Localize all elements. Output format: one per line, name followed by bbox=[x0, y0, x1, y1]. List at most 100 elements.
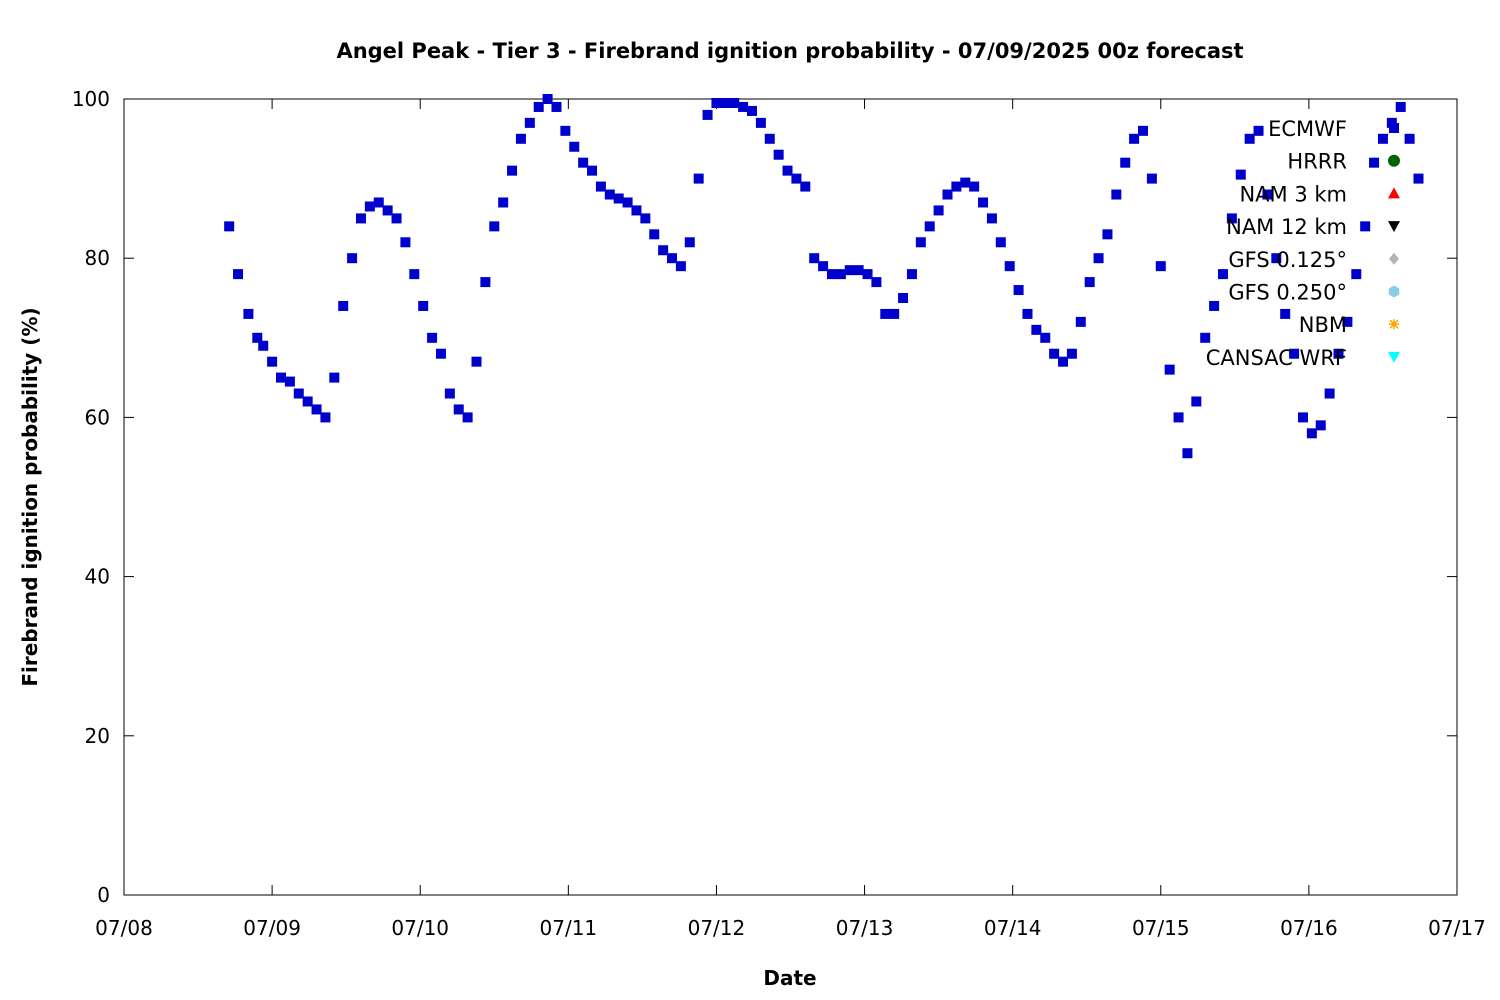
x-tick-label: 07/13 bbox=[836, 916, 894, 940]
data-point bbox=[738, 101, 749, 112]
data-point bbox=[400, 237, 411, 248]
data-point bbox=[1040, 332, 1051, 343]
data-point bbox=[826, 269, 837, 280]
legend-item: ECMWF bbox=[1268, 117, 1399, 141]
legend-marker bbox=[1388, 187, 1400, 199]
data-point bbox=[347, 253, 358, 264]
data-point bbox=[224, 221, 235, 232]
y-tick-label: 100 bbox=[72, 87, 110, 111]
data-point bbox=[252, 332, 263, 343]
data-point bbox=[338, 300, 349, 311]
data-point bbox=[1049, 348, 1060, 359]
series-ecmwf bbox=[224, 94, 1424, 459]
x-tick-label: 07/10 bbox=[391, 916, 449, 940]
legend-label: GFS 0.250° bbox=[1228, 281, 1347, 305]
data-point bbox=[569, 141, 580, 152]
data-point bbox=[1342, 316, 1353, 327]
y-tick-label: 60 bbox=[85, 405, 110, 429]
data-point bbox=[284, 376, 295, 387]
data-point bbox=[418, 300, 429, 311]
data-point bbox=[275, 372, 286, 383]
data-point bbox=[969, 181, 980, 192]
data-point bbox=[924, 221, 935, 232]
legend-item: HRRR bbox=[1287, 150, 1400, 174]
y-axis: 0 20 40 60 80 100 bbox=[72, 87, 1457, 907]
x-axis: 07/08 07/09 07/10 07/11 07/12 07/13 07/14 07/15… bbox=[95, 99, 1486, 940]
legend-item: NBM bbox=[1299, 313, 1399, 337]
data-point bbox=[791, 173, 802, 184]
y-axis-label: Firebrand ignition probability (%) bbox=[18, 307, 42, 686]
data-point bbox=[889, 308, 900, 319]
data-point bbox=[1235, 169, 1246, 180]
x-tick-label: 07/11 bbox=[540, 916, 598, 940]
data-point bbox=[355, 213, 366, 224]
x-tick-label: 07/08 bbox=[95, 916, 153, 940]
data-point bbox=[649, 229, 660, 240]
data-point bbox=[1271, 253, 1282, 264]
data-point bbox=[243, 308, 254, 319]
data-point bbox=[364, 201, 375, 212]
data-point bbox=[320, 412, 331, 423]
data-point bbox=[1297, 412, 1308, 423]
data-point bbox=[515, 133, 526, 144]
data-point bbox=[1351, 269, 1362, 280]
data-point bbox=[951, 181, 962, 192]
data-point bbox=[1031, 324, 1042, 335]
data-point bbox=[258, 340, 269, 351]
data-point bbox=[1004, 261, 1015, 272]
data-point bbox=[435, 348, 446, 359]
data-point bbox=[1173, 412, 1184, 423]
data-point bbox=[542, 94, 553, 104]
legend: ECMWF HRRR NAM 3 km NAM 12 km GFS 0.125° GFS … bbox=[1206, 117, 1400, 370]
data-point bbox=[489, 221, 500, 232]
data-point bbox=[755, 117, 766, 128]
data-point bbox=[1333, 348, 1344, 359]
data-point bbox=[844, 265, 855, 276]
data-point bbox=[480, 277, 491, 288]
legend-label: ECMWF bbox=[1268, 117, 1347, 141]
data-point bbox=[462, 412, 473, 423]
data-point bbox=[720, 97, 731, 108]
data-point bbox=[1138, 125, 1149, 136]
data-point bbox=[693, 173, 704, 184]
data-point bbox=[853, 265, 864, 276]
data-point bbox=[1146, 173, 1157, 184]
data-point bbox=[373, 197, 384, 208]
data-point bbox=[1217, 269, 1228, 280]
data-point bbox=[1191, 396, 1202, 407]
data-point bbox=[302, 396, 313, 407]
legend-marker bbox=[1389, 319, 1399, 330]
data-point bbox=[1200, 332, 1211, 343]
data-point bbox=[1093, 253, 1104, 264]
data-point bbox=[667, 253, 678, 264]
data-point bbox=[1164, 364, 1175, 375]
data-point bbox=[551, 101, 562, 112]
data-point bbox=[773, 149, 784, 160]
legend-item: NAM 3 km bbox=[1239, 182, 1400, 206]
data-point bbox=[1315, 420, 1326, 431]
chart-title: Angel Peak - Tier 3 - Firebrand ignition… bbox=[336, 39, 1243, 63]
data-point bbox=[507, 165, 518, 176]
data-point bbox=[729, 97, 740, 108]
data-point bbox=[1120, 157, 1131, 168]
legend-marker bbox=[1388, 285, 1400, 298]
plot-area bbox=[224, 94, 1424, 459]
data-point bbox=[391, 213, 402, 224]
data-point bbox=[906, 269, 917, 280]
x-tick-label: 07/16 bbox=[1280, 916, 1338, 940]
data-point bbox=[329, 372, 340, 383]
data-point bbox=[658, 245, 669, 256]
data-point bbox=[1084, 277, 1095, 288]
legend-label: NAM 12 km bbox=[1226, 215, 1347, 239]
data-point bbox=[267, 356, 278, 367]
data-point bbox=[880, 308, 891, 319]
legend-label: GFS 0.125° bbox=[1228, 248, 1347, 272]
y-tick-label: 40 bbox=[85, 565, 110, 589]
data-point bbox=[684, 237, 695, 248]
data-point bbox=[1289, 348, 1300, 359]
data-point bbox=[622, 197, 633, 208]
legend-marker bbox=[1389, 252, 1399, 265]
data-point bbox=[595, 181, 606, 192]
data-point bbox=[1129, 133, 1140, 144]
data-point bbox=[1013, 285, 1024, 296]
